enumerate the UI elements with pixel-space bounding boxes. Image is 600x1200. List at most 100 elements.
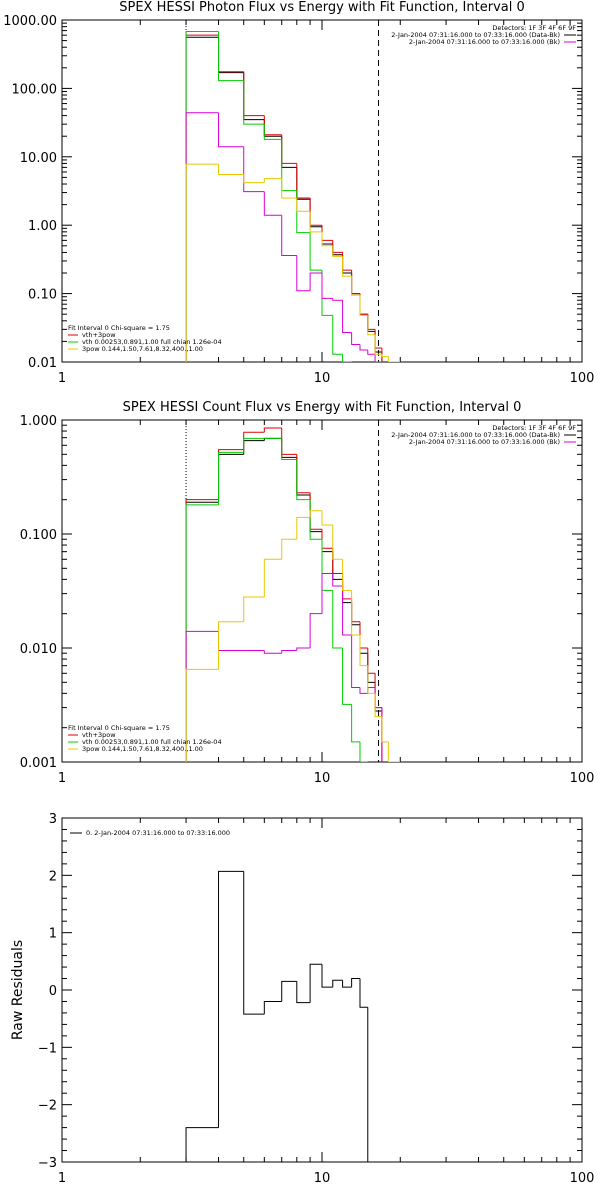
step-bin [243,596,265,622]
x-tick-label: 100 [570,771,595,786]
y-tick-label: 2 [49,869,57,884]
step-bin [281,134,297,164]
y-tick-label: 0.10 [28,288,57,303]
y-tick-label: −2 [38,1099,57,1114]
x-tick-label: 10 [314,371,331,386]
step-bin [281,538,297,560]
x-tick-label: 1 [58,771,66,786]
legend-item: Fit Interval 0 Chi-square = 1.75 [68,724,170,732]
step-bin [309,499,322,540]
y-tick-label: 0 [49,984,57,999]
step-bin [185,501,219,762]
step-bin [351,704,360,743]
step-bin [321,510,333,526]
step-bin [332,979,343,988]
step-bin [218,31,244,82]
step-bin [359,293,368,315]
y-tick-label: −1 [38,1041,57,1056]
step-bin [296,457,311,496]
legend-top-right: Detectors: 1F 3F 4F 6F 9F2-Jan-2004 07:3… [391,424,576,446]
step-bin [342,648,352,705]
y-tick-label: 10.00 [20,151,57,166]
step-bin [263,119,282,137]
step-bin [342,585,352,636]
step-bin [332,590,343,649]
step-bin [281,428,297,455]
series-1 [185,437,383,762]
step-bin [321,529,333,549]
step-bin [309,199,322,228]
step-bin [332,315,343,355]
step-bin [332,548,343,575]
series-4 [185,112,382,362]
x-tick-label: 1 [58,371,66,386]
legend-bottom-left: Fit Interval 0 Chi-square = 1.75vth+3pow… [68,324,222,353]
step-bin [332,240,343,253]
step-bin [367,314,376,332]
step-bin [218,112,244,148]
legend-bottom-left: Fit Interval 0 Chi-square = 1.75vth+3pow… [68,724,222,753]
step-bin [342,300,352,333]
y-tick-label: 0.010 [20,642,57,657]
x-tick-label: 100 [570,1171,595,1186]
step-bin [367,665,376,694]
step-bin [387,356,401,362]
step-bin [263,115,282,136]
step-bin [359,293,368,315]
step-bin [263,427,282,433]
step-bin [281,650,297,654]
x-tick-label: 10 [314,1171,331,1186]
step-bin [381,716,389,743]
step-bin [185,668,219,762]
step-bin [351,598,360,623]
series-3 [185,437,368,762]
step-bin [218,631,244,652]
step-bin [218,449,244,500]
series-2 [185,427,383,762]
step-bin [309,272,322,291]
step-bin [296,167,311,200]
chart-panel-2: SPEX HESSI Count Flux vs Energy with Fit… [20,400,595,786]
series-4 [185,573,383,762]
step-bin [367,653,376,683]
step-bin [351,635,360,689]
step-bin [321,270,333,316]
step-bin [367,687,376,694]
step-bin [185,1127,219,1162]
plot-area [185,870,369,1162]
step-bin [243,437,265,453]
step-bin [309,963,322,1003]
legend-item: vth 0.00253,0.891,1.00 full chian 1.26e-… [82,738,222,746]
step-bin [185,30,219,362]
step-bin [218,164,244,176]
step-bin [321,225,333,241]
chart-panel-1: SPEX HESSI Photon Flux vs Energy with Fi… [3,0,594,386]
step-bin [218,453,244,503]
step-bin [296,647,311,651]
legend-item: vth 0.00253,0.891,1.00 full chian 1.26e-… [82,338,222,346]
legend-item: 2-Jan-2004 07:31:16.000 to 07:33:16.000 … [409,38,560,46]
step-bin [281,215,297,257]
step-bin [321,539,333,591]
step-bin [342,252,352,271]
step-bin [296,255,311,292]
step-bin [263,191,282,216]
legend-item: 3pow 0.144,1.50,7.61,8.32,400.,1.00 [82,745,203,753]
step-bin [359,624,368,654]
chart-title: SPEX HESSI Count Flux vs Energy with Fit… [123,400,522,415]
y-tick-label: 1.000 [20,414,57,429]
step-bin [296,981,311,1004]
step-bin [185,36,219,362]
step-bin [374,334,382,355]
step-bin [321,231,333,247]
step-bin [367,314,376,330]
step-bin [359,687,368,694]
step-bin [332,551,343,580]
step-bin [309,494,322,533]
legend-item: 3pow 0.144,1.50,7.61,8.32,400.,1.00 [82,345,203,353]
step-bin [263,124,282,140]
legend-item: 2-Jan-2004 07:31:16.000 to 07:33:16.000 … [409,438,560,446]
series-1 [185,36,383,362]
step-bin [185,504,219,762]
